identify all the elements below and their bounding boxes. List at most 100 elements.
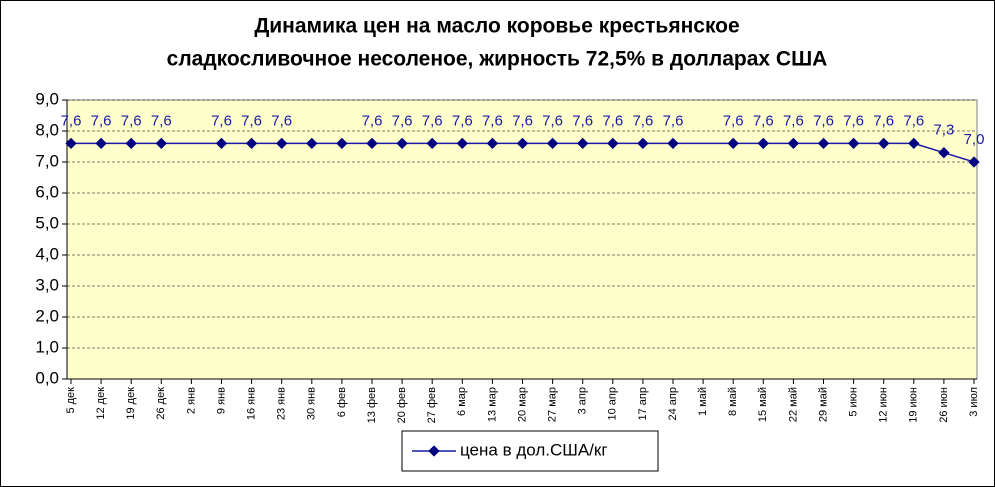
x-tick-label: 26 июн [938,387,950,423]
x-tick-label: 19 дек [125,387,137,420]
marker [968,156,980,168]
x-tick-label: 13 мар [486,387,498,422]
data-label: 7,0 [964,131,985,148]
x-tick-label: 24 апр [667,387,679,420]
data-label: 7,6 [151,112,172,129]
legend-box [401,430,659,472]
marker [938,147,950,159]
data-label: 7,6 [723,112,744,129]
x-tick-label: 5 июн [848,387,860,417]
x-tick-label: 23 янв [276,387,288,420]
y-tick-label: 8,0 [35,120,59,139]
x-tick-label: 15 май [757,387,769,422]
y-tick-label: 7,0 [35,151,59,170]
legend-marker [428,445,440,457]
data-label: 7,6 [843,112,864,129]
chart-title: Динамика цен на масло коровье крестьянск… [254,15,739,38]
marker [727,137,739,150]
marker [366,137,378,150]
y-tick-label: 0,0 [35,368,59,387]
marker [787,137,800,150]
marker [817,137,830,150]
x-tick-label: 13 фев [366,387,378,423]
data-label: 7,6 [121,112,142,129]
y-tick-label: 2,0 [35,306,59,325]
data-label: 7,6 [783,112,804,129]
marker [667,137,679,150]
x-tick-label: 10 апр [607,387,619,420]
marker [336,137,348,150]
x-tick-label: 6 мар [456,387,468,416]
marker [546,137,559,150]
marker [155,137,167,150]
x-tick-label: 12 июн [878,387,890,423]
x-tick-label: 5 дек [65,387,77,414]
data-label: 7,6 [632,112,653,129]
marker [908,137,920,150]
x-tick-label: 27 мар [547,387,559,422]
marker [215,137,228,150]
data-label: 7,6 [211,112,232,129]
x-tick-label: 12 дек [95,387,107,420]
marker [396,137,408,150]
data-label: 7,6 [61,112,82,129]
data-label: 7,6 [873,112,894,129]
x-tick-label: 19 июн [908,387,920,423]
legend: цена в дол.США/кг [401,430,659,472]
data-label: 7,6 [422,112,443,129]
marker [878,137,890,150]
legend-label: цена в дол.США/кг [460,440,608,459]
data-label: 7,6 [572,112,593,129]
line-segment [943,151,975,163]
marker [276,137,288,150]
data-label: 7,6 [512,112,533,129]
marker [637,137,649,150]
x-tick-label: 20 фев [396,387,408,423]
line-segment [913,142,945,154]
x-tick-label: 3 июл [968,387,980,417]
marker [607,137,619,150]
x-tick-label: 30 янв [306,387,318,420]
x-tick-label: 26 дек [155,387,167,420]
y-tick-label: 9,0 [35,89,59,108]
data-label: 7,6 [241,112,262,129]
marker [577,137,589,150]
data-label: 7,6 [663,112,684,129]
chart-title: сладкосливочное несоленое, жирность 72,5… [167,48,828,71]
x-tick-label: 6 фев [336,387,348,417]
data-label: 7,6 [452,112,473,129]
data-label: 7,6 [392,112,413,129]
x-tick-label: 3 апр [577,387,589,414]
y-tick-label: 1,0 [35,337,59,356]
x-tick-label: 16 янв [246,387,258,420]
marker [847,137,860,150]
marker [456,137,468,150]
marker [757,137,769,150]
x-tick-label: 27 фев [426,387,438,423]
y-tick-label: 5,0 [35,213,59,232]
x-tick-label: 2 янв [185,387,197,414]
x-tick-label: 17 апр [637,387,649,420]
x-tick-label: 29 май [817,387,829,422]
marker [486,137,499,150]
y-tick-label: 6,0 [35,182,59,201]
x-tick-label: 9 янв [215,387,227,414]
y-tick-label: 3,0 [35,275,59,294]
x-tick-label: 1 май [697,387,709,416]
data-label: 7,6 [362,112,383,129]
data-label: 7,6 [91,112,112,129]
data-label: 7,6 [271,112,292,129]
x-tick-label: 8 май [727,387,739,416]
data-label: 7,6 [602,112,623,129]
data-label: 7,6 [542,112,563,129]
x-tick-label: 22 май [787,387,799,422]
data-label: 7,3 [933,122,954,139]
data-label: 7,6 [813,112,834,129]
x-tick-label: 20 мар [516,387,528,422]
data-label: 7,6 [482,112,503,129]
data-label: 7,6 [903,112,924,129]
marker [245,137,258,150]
y-tick-label: 4,0 [35,244,59,263]
marker [426,137,438,150]
